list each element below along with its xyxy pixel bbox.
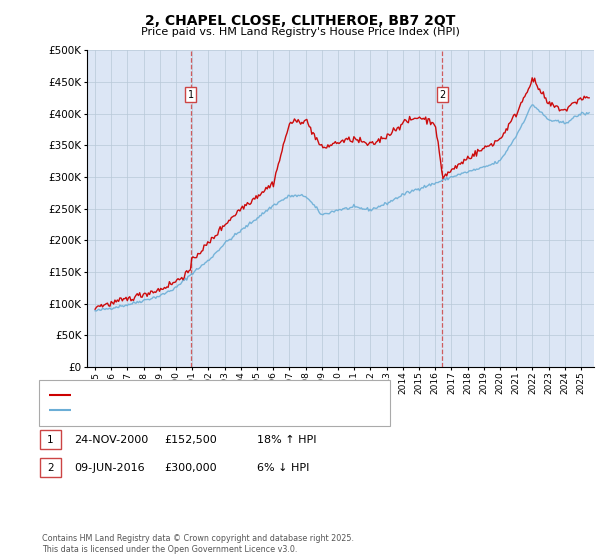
Text: 1: 1 [188,90,194,100]
Text: 2, CHAPEL CLOSE, CLITHEROE, BB7 2QT (detached house): 2, CHAPEL CLOSE, CLITHEROE, BB7 2QT (det… [77,390,362,400]
Text: 2: 2 [439,90,446,100]
Text: 6% ↓ HPI: 6% ↓ HPI [257,463,309,473]
Text: 1: 1 [47,435,54,445]
Text: 09-JUN-2016: 09-JUN-2016 [74,463,145,473]
Text: 24-NOV-2000: 24-NOV-2000 [74,435,148,445]
Text: £152,500: £152,500 [164,435,217,445]
Text: 2, CHAPEL CLOSE, CLITHEROE, BB7 2QT: 2, CHAPEL CLOSE, CLITHEROE, BB7 2QT [145,14,455,28]
Text: Price paid vs. HM Land Registry's House Price Index (HPI): Price paid vs. HM Land Registry's House … [140,27,460,37]
Text: £300,000: £300,000 [164,463,217,473]
Text: HPI: Average price, detached house, Ribble Valley: HPI: Average price, detached house, Ribb… [77,405,321,416]
Text: 2: 2 [47,463,54,473]
Text: Contains HM Land Registry data © Crown copyright and database right 2025.
This d: Contains HM Land Registry data © Crown c… [42,534,354,554]
Text: 18% ↑ HPI: 18% ↑ HPI [257,435,316,445]
